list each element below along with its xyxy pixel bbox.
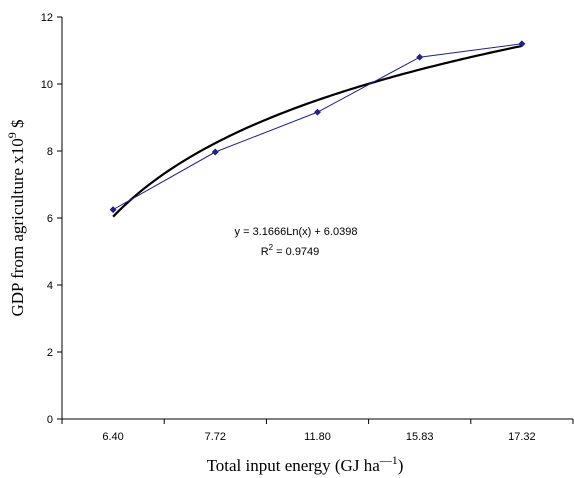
data-point <box>211 148 219 156</box>
x-tick-label: 11.80 <box>304 431 331 443</box>
data-point <box>313 108 322 116</box>
y-tick-label: 0 <box>47 414 53 426</box>
data-point <box>416 53 424 61</box>
y-tick-label: 8 <box>47 146 53 158</box>
x-ticks: 6.40 7.72 11.80 15.83 17.32 <box>61 419 574 443</box>
y-tick-label: 12 <box>41 12 53 24</box>
x-tick-label: 15.83 <box>406 431 434 443</box>
data-points <box>109 40 526 214</box>
y-ticks: 0 2 4 6 8 10 12 <box>41 12 62 426</box>
x-tick-label: 6.40 <box>102 431 123 443</box>
axes <box>61 17 573 420</box>
data-point <box>109 206 117 214</box>
y-tick-label: 10 <box>41 79 53 91</box>
x-tick-label: 17.32 <box>508 431 536 443</box>
y-tick-label: 4 <box>47 280 53 292</box>
x-axis-title: Total input energy (GJ ha—1) <box>207 453 404 475</box>
y-tick-label: 2 <box>47 347 53 359</box>
trend-r-squared: R2 = 0.9749 <box>261 243 320 258</box>
data-point <box>518 40 526 48</box>
x-tick-label: 7.72 <box>205 431 226 443</box>
trendline <box>112 44 523 218</box>
series-line <box>112 43 522 211</box>
y-axis-title: GDP from agriculture x109 $ <box>5 119 27 316</box>
trend-equation: y = 3.1666Ln(x) + 6.0398 <box>235 226 358 238</box>
y-tick-label: 6 <box>47 213 53 225</box>
